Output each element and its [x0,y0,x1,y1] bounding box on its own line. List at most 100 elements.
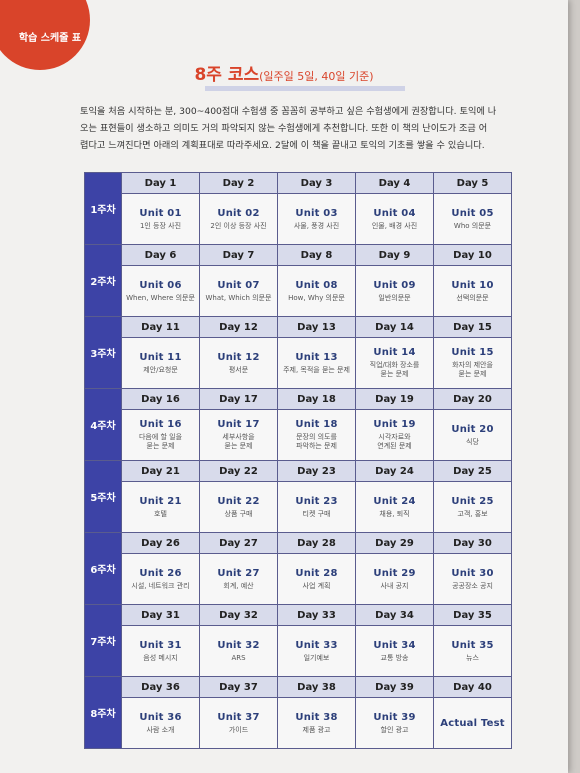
week-label: 1주차 [85,173,122,245]
day-header-row: 7주차 Day 31 Day 32 Day 33 Day 34 Day 35 [85,605,512,626]
unit-title: Unit 24 [356,496,433,507]
unit-title: Unit 29 [356,568,433,579]
day-cell: Day 37 [200,677,278,698]
unit-title: Unit 01 [122,208,199,219]
day-header-row: 5주차 Day 21 Day 22 Day 23 Day 24 Day 25 [85,461,512,482]
day-cell: Day 7 [200,245,278,266]
unit-title: Unit 12 [200,352,277,363]
unit-cell: Unit 18 문장의 의도를 파악하는 문제 [278,410,356,461]
unit-row: Unit 36 사람 소개 Unit 37 가이드 Unit 38 제품 광고 Unit 3… [85,698,512,749]
day-cell: Day 32 [200,605,278,626]
unit-topic: When, Where 의문문 [122,294,199,303]
unit-cell: Unit 04 인물, 배경 사진 [356,194,434,245]
week-label: 8주차 [85,677,122,749]
unit-title: Unit 17 [200,419,277,430]
unit-title: Unit 34 [356,640,433,651]
day-cell: Day 15 [434,317,512,338]
unit-topic: 연계된 문제 [356,442,433,451]
unit-topic: 사람 소개 [122,726,199,735]
unit-title: Unit 35 [434,640,511,651]
intro-paragraph: 토익을 처음 시작하는 분, 300~400점대 수험생 중 꼼꼼히 공부하고 … [80,103,510,154]
day-cell: Day 25 [434,461,512,482]
unit-topic: 음성 메시지 [122,654,199,663]
unit-cell: Unit 17 세부사항을 묻는 문제 [200,410,278,461]
unit-cell: Unit 29 사내 공지 [356,554,434,605]
day-cell: Day 14 [356,317,434,338]
unit-title: Unit 09 [356,280,433,291]
unit-title: Unit 18 [278,419,355,430]
day-cell: Day 13 [278,317,356,338]
unit-topic: 채용, 퇴직 [356,510,433,519]
day-cell: Day 30 [434,533,512,554]
unit-cell: Unit 11 제안/요청문 [122,338,200,389]
day-cell: Day 2 [200,173,278,194]
unit-row: Unit 16 다음에 할 일을 묻는 문제 Unit 17 세부사항을 묻는 문제 Uni… [85,410,512,461]
unit-topic: 호텔 [122,510,199,519]
unit-cell: Unit 06 When, Where 의문문 [122,266,200,317]
unit-topic: 사내 공지 [356,582,433,591]
day-header-row: 6주차 Day 26 Day 27 Day 28 Day 29 Day 30 [85,533,512,554]
day-header-row: 1주차 Day 1 Day 2 Day 3 Day 4 Day 5 [85,173,512,194]
unit-title: Unit 20 [434,424,511,435]
day-cell: Day 12 [200,317,278,338]
week-label: 4주차 [85,389,122,461]
unit-topic: How, Why 의문문 [278,294,355,303]
day-cell: Day 24 [356,461,434,482]
day-cell: Day 23 [278,461,356,482]
day-cell: Day 29 [356,533,434,554]
unit-cell: Unit 10 선택의문문 [434,266,512,317]
day-cell: Day 39 [356,677,434,698]
unit-topic: 2인 이상 등장 사진 [200,222,277,231]
unit-title: Unit 14 [356,347,433,358]
unit-row: Unit 31 음성 메시지 Unit 32 ARS Unit 33 일기예보 Unit 3… [85,626,512,677]
day-cell: Day 22 [200,461,278,482]
unit-title: Actual Test [434,718,511,729]
unit-topic: 사물, 풍경 사진 [278,222,355,231]
unit-cell: Unit 19 시각자료와 연계된 문제 [356,410,434,461]
day-header-row: 4주차 Day 16 Day 17 Day 18 Day 19 Day 20 [85,389,512,410]
day-header-row: 3주차 Day 11 Day 12 Day 13 Day 14 Day 15 [85,317,512,338]
day-cell: Day 38 [278,677,356,698]
unit-title: Unit 03 [278,208,355,219]
unit-row: Unit 26 시설, 네트워크 관리 Unit 27 회계, 예산 Unit 28 사업… [85,554,512,605]
unit-topic: 묻는 문제 [122,442,199,451]
day-header-row: 8주차 Day 36 Day 37 Day 38 Day 39 Day 40 [85,677,512,698]
unit-topic: 회계, 예산 [200,582,277,591]
unit-title: Unit 02 [200,208,277,219]
unit-topic: 고객, 홍보 [434,510,511,519]
unit-cell: Unit 16 다음에 할 일을 묻는 문제 [122,410,200,461]
unit-topic: 가이드 [200,726,277,735]
week-label: 2주차 [85,245,122,317]
unit-cell: Unit 14 직업/대화 장소를 묻는 문제 [356,338,434,389]
unit-topic: 주제, 목적을 묻는 문제 [278,366,355,375]
unit-title: Unit 08 [278,280,355,291]
unit-topic: 문장의 의도를 [278,433,355,442]
schedule-table: 1주차 Day 1 Day 2 Day 3 Day 4 Day 5 Unit 01 1인 등장… [84,172,512,749]
unit-topic: 파악하는 문제 [278,442,355,451]
day-cell: Day 28 [278,533,356,554]
unit-title: Unit 11 [122,352,199,363]
unit-title: Unit 38 [278,712,355,723]
unit-title: Unit 04 [356,208,433,219]
unit-cell: Actual Test [434,698,512,749]
unit-cell: Unit 21 호텔 [122,482,200,533]
unit-title: Unit 10 [434,280,511,291]
unit-cell: Unit 15 화자의 제안을 묻는 문제 [434,338,512,389]
unit-topic: 평서문 [200,366,277,375]
unit-cell: Unit 22 상품 구매 [200,482,278,533]
day-cell: Day 35 [434,605,512,626]
day-cell: Day 31 [122,605,200,626]
book-page: 학습 스케줄 표 8주 코스(일주일 5일, 40일 기준) 토익을 처음 시작… [0,0,568,773]
unit-cell: Unit 26 시설, 네트워크 관리 [122,554,200,605]
unit-cell: Unit 33 일기예보 [278,626,356,677]
unit-cell: Unit 39 할인 광고 [356,698,434,749]
unit-cell: Unit 05 Who 의문문 [434,194,512,245]
day-cell: Day 6 [122,245,200,266]
unit-topic: 사업 계획 [278,582,355,591]
unit-topic: 선택의문문 [434,294,511,303]
unit-title: Unit 05 [434,208,511,219]
unit-topic: What, Which 의문문 [200,294,277,303]
unit-topic: 1인 등장 사진 [122,222,199,231]
unit-title: Unit 30 [434,568,511,579]
course-title: 8주 코스 [194,65,259,85]
